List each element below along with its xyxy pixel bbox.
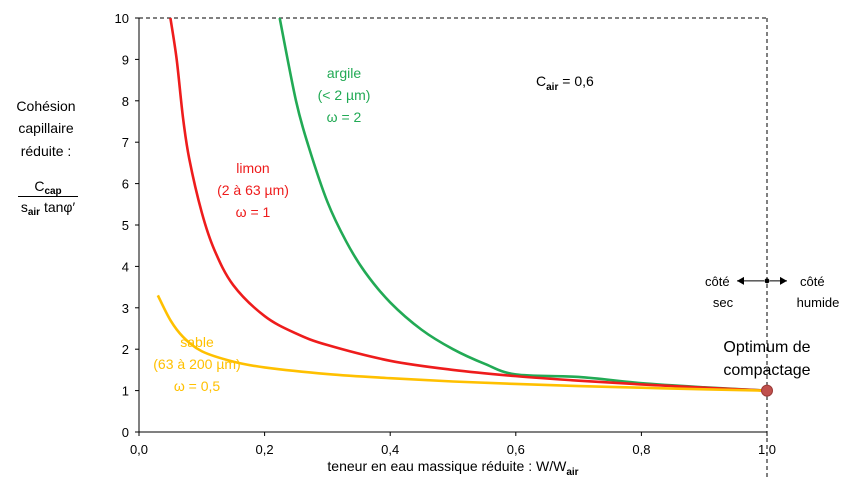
y-tick-label: 5 [122,218,129,233]
series-label-argile: argile [327,65,361,81]
y-axis-title-line1: Cohésion [16,98,76,114]
dry-side-label-top: côté [705,274,730,289]
y-tick-label: 0 [122,425,129,440]
arrow-right-head [780,276,787,285]
cair-annotation: Cair = 0,6 [536,73,594,93]
optimum-label-line1: Optimum de [723,339,810,356]
wet-side-label-top: côté [800,274,825,289]
optimum-point [761,384,773,397]
fraction-denominator: sair tanφ′ [6,197,90,218]
arrow-center-dot [764,278,770,284]
numerator-sub: cap [44,186,62,197]
y-tick-label: 8 [122,94,129,109]
y-axis-title-fraction: Ccap sair tanφ′ [6,178,90,218]
y-tick-label: 4 [122,259,129,274]
series-label-limon: limon [236,160,269,176]
x-axis-title: teneur en eau massique réduite : W/Wair [327,458,578,478]
curve-argile [278,17,768,392]
denominator-main: s [20,199,28,215]
x-tick-label: 0,0 [130,442,148,457]
fraction-numerator: Ccap [18,178,78,197]
series-label-limon: (2 à 63 µm) [217,182,289,198]
y-axis-title-line2: capillaire [18,120,74,136]
series-label-sable: sable [180,334,214,350]
y-tick-label: 7 [122,135,129,150]
series-label-argile: (< 2 µm) [318,87,371,103]
curves-group [156,17,773,397]
wet-side-label-bottom: humide [797,295,840,310]
denominator-sub: air [27,207,41,218]
y-axis-title-line3: réduite : [20,143,72,159]
series-label-sable: ω = 0,5 [174,378,221,394]
numerator-main: C [34,178,45,194]
y-tick-label: 10 [115,11,129,26]
curve-sable [156,294,768,392]
labels-group: argile (< 2 µm) ω = 2 limon (2 à 63 µm) ω = 1… [153,65,839,478]
x-tick-label: 1,0 [758,442,776,457]
y-tick-label: 2 [122,342,129,357]
y-tick-label: 1 [122,384,129,399]
curve-limon [169,17,768,392]
x-tick-label: 0,4 [381,442,399,457]
x-tick-label: 0,2 [256,442,274,457]
y-tick-label: 9 [122,52,129,67]
optimum-label-line2: compactage [723,362,810,379]
x-tick-label: 0,8 [632,442,650,457]
y-tick-label: 3 [122,301,129,316]
series-label-argile: ω = 2 [327,109,362,125]
denominator-rest: tanφ′ [43,199,76,215]
x-tick-label: 0,6 [507,442,525,457]
axes-group: 0 1 2 3 4 5 6 7 8 9 10 0,0 0,2 0,4 0,6 0,8 1,0 [115,11,787,478]
dry-side-label-bottom: sec [713,295,734,310]
series-label-sable: (63 à 200 µm) [153,356,240,372]
arrow-left-head [737,276,744,285]
series-label-limon: ω = 1 [236,204,271,220]
y-tick-label: 6 [122,177,129,192]
